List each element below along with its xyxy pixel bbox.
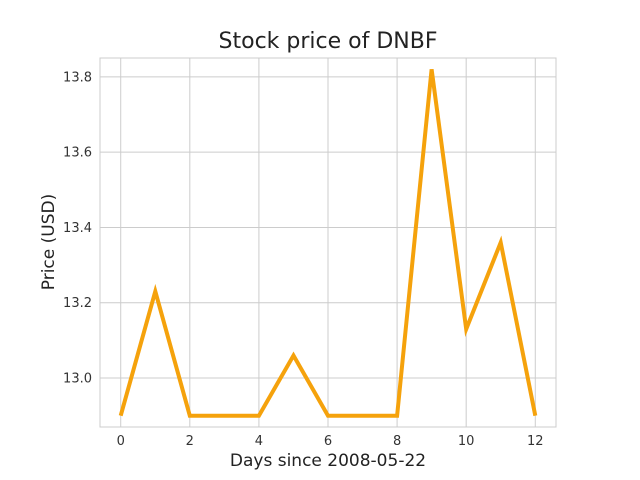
series-line [118,69,538,418]
x-tick-label: 8 [393,434,401,449]
plot-frame [99,57,557,428]
y-axis-ticks: 13.0 13.2 13.4 13.6 13.8 [63,70,92,386]
x-axis-label: Days since 2008-05-22 [230,451,426,471]
y-tick-label: 13.0 [63,372,92,387]
x-tick-label: 10 [458,434,475,449]
x-axis-ticks: 0 2 4 6 8 10 12 [117,434,544,449]
y-tick-label: 13.8 [63,70,92,85]
x-tick-label: 6 [324,434,332,449]
x-tick-label: 0 [117,434,125,449]
y-tick-label: 13.4 [63,221,92,236]
x-tick-label: 2 [186,434,194,449]
y-tick-label: 13.6 [63,146,92,161]
x-tick-label: 12 [527,434,544,449]
x-tick-label: 4 [255,434,263,449]
chart-title: Stock price of DNBF [219,29,438,54]
y-axis-label: Price (USD) [39,194,59,290]
y-tick-label: 13.2 [63,296,92,311]
grid [100,58,556,427]
series-group [118,69,538,418]
